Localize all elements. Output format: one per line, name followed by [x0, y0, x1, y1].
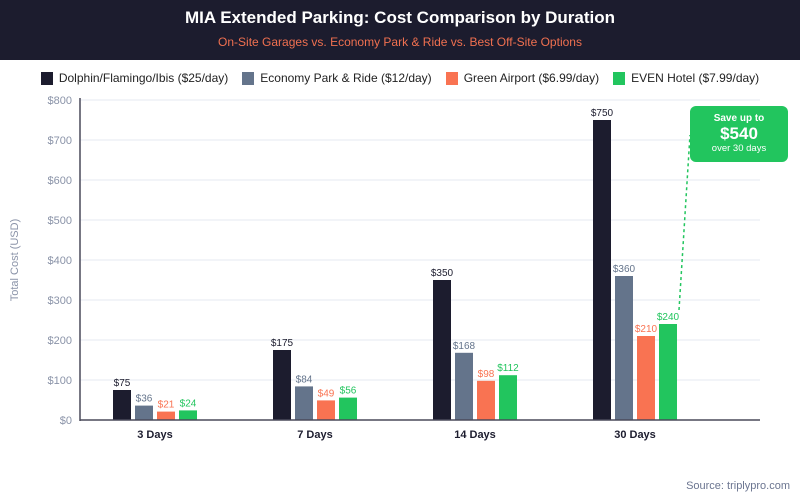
legend-item: Economy Park & Ride ($12/day) — [242, 71, 432, 85]
bar — [157, 411, 175, 420]
y-tick-label: $400 — [48, 255, 72, 267]
bar — [179, 410, 197, 420]
y-tick-label: $800 — [48, 95, 72, 107]
legend-swatch — [40, 71, 53, 85]
legend-label: Economy Park & Ride ($12/day) — [260, 71, 432, 85]
legend-item: Green Airport ($6.99/day) — [445, 71, 600, 85]
x-tick-label: 7 Days — [297, 429, 332, 441]
bar-value-label: $210 — [635, 324, 658, 335]
y-tick-label: $100 — [48, 375, 72, 387]
bar-value-label: $175 — [271, 338, 294, 349]
bar — [317, 400, 335, 420]
y-tick-label: $300 — [48, 295, 72, 307]
bar — [499, 375, 517, 420]
callout-line3: over 30 days — [711, 143, 767, 154]
bar — [659, 324, 677, 420]
bar — [113, 390, 131, 420]
bar-value-label: $36 — [136, 394, 153, 405]
x-tick-label: 30 Days — [614, 429, 656, 441]
x-tick-label: 14 Days — [454, 429, 496, 441]
bar — [615, 276, 633, 420]
callout-line1: Save up to — [713, 113, 765, 124]
y-tick-label: $0 — [60, 415, 72, 427]
bar-value-label: $56 — [340, 386, 357, 397]
callout-connector — [678, 134, 691, 311]
bar-value-label: $75 — [114, 378, 131, 389]
bar — [273, 350, 291, 420]
legend-label: Green Airport ($6.99/day) — [463, 71, 600, 85]
bar-value-label: $360 — [613, 264, 636, 275]
bar-value-label: $21 — [158, 400, 175, 411]
bar — [477, 380, 495, 420]
legend-item: Dolphin/Flamingo/Ibis ($25/day) — [40, 71, 229, 85]
bar-value-label: $84 — [296, 374, 313, 385]
x-tick-label: 3 Days — [137, 429, 172, 441]
bar — [295, 386, 313, 420]
legend: Dolphin/Flamingo/Ibis ($25/day) Economy P… — [0, 71, 800, 85]
bar-value-label: $750 — [591, 108, 614, 119]
chart-subtitle: On-Site Garages vs. Economy Park & Ride … — [218, 35, 582, 49]
savings-callout: Save up to $540 over 30 days — [690, 106, 788, 162]
chart-header: MIA Extended Parking: Cost Comparison by… — [0, 0, 800, 60]
legend-swatch — [242, 71, 255, 85]
bar-value-label: $168 — [453, 341, 476, 352]
callout-amount: $540 — [720, 124, 758, 143]
bar-value-label: $24 — [180, 398, 197, 409]
source-note: Source: triplypro.com — [686, 480, 790, 492]
bar — [433, 280, 451, 420]
bar — [593, 120, 611, 420]
bar — [135, 405, 153, 420]
bar — [339, 397, 357, 420]
legend-swatch — [445, 71, 458, 85]
y-tick-label: $500 — [48, 215, 72, 227]
y-axis-label: Total Cost (USD) — [9, 219, 21, 302]
bar-value-label: $240 — [657, 312, 680, 323]
chart-title: MIA Extended Parking: Cost Comparison by… — [184, 8, 616, 27]
legend-item: EVEN Hotel ($7.99/day) — [613, 71, 759, 85]
y-tick-label: $600 — [48, 175, 72, 187]
bar-value-label: $49 — [318, 388, 335, 399]
legend-label: Dolphin/Flamingo/Ibis ($25/day) — [58, 71, 229, 85]
y-tick-label: $700 — [48, 135, 72, 147]
bar-value-label: $350 — [431, 268, 454, 279]
bar-value-label: $112 — [497, 363, 519, 374]
legend-label: EVEN Hotel ($7.99/day) — [631, 71, 760, 85]
bar-value-label: $98 — [478, 369, 495, 380]
y-tick-label: $200 — [48, 335, 72, 347]
legend-swatch — [613, 71, 626, 85]
bar — [637, 336, 655, 420]
bar — [455, 352, 473, 420]
